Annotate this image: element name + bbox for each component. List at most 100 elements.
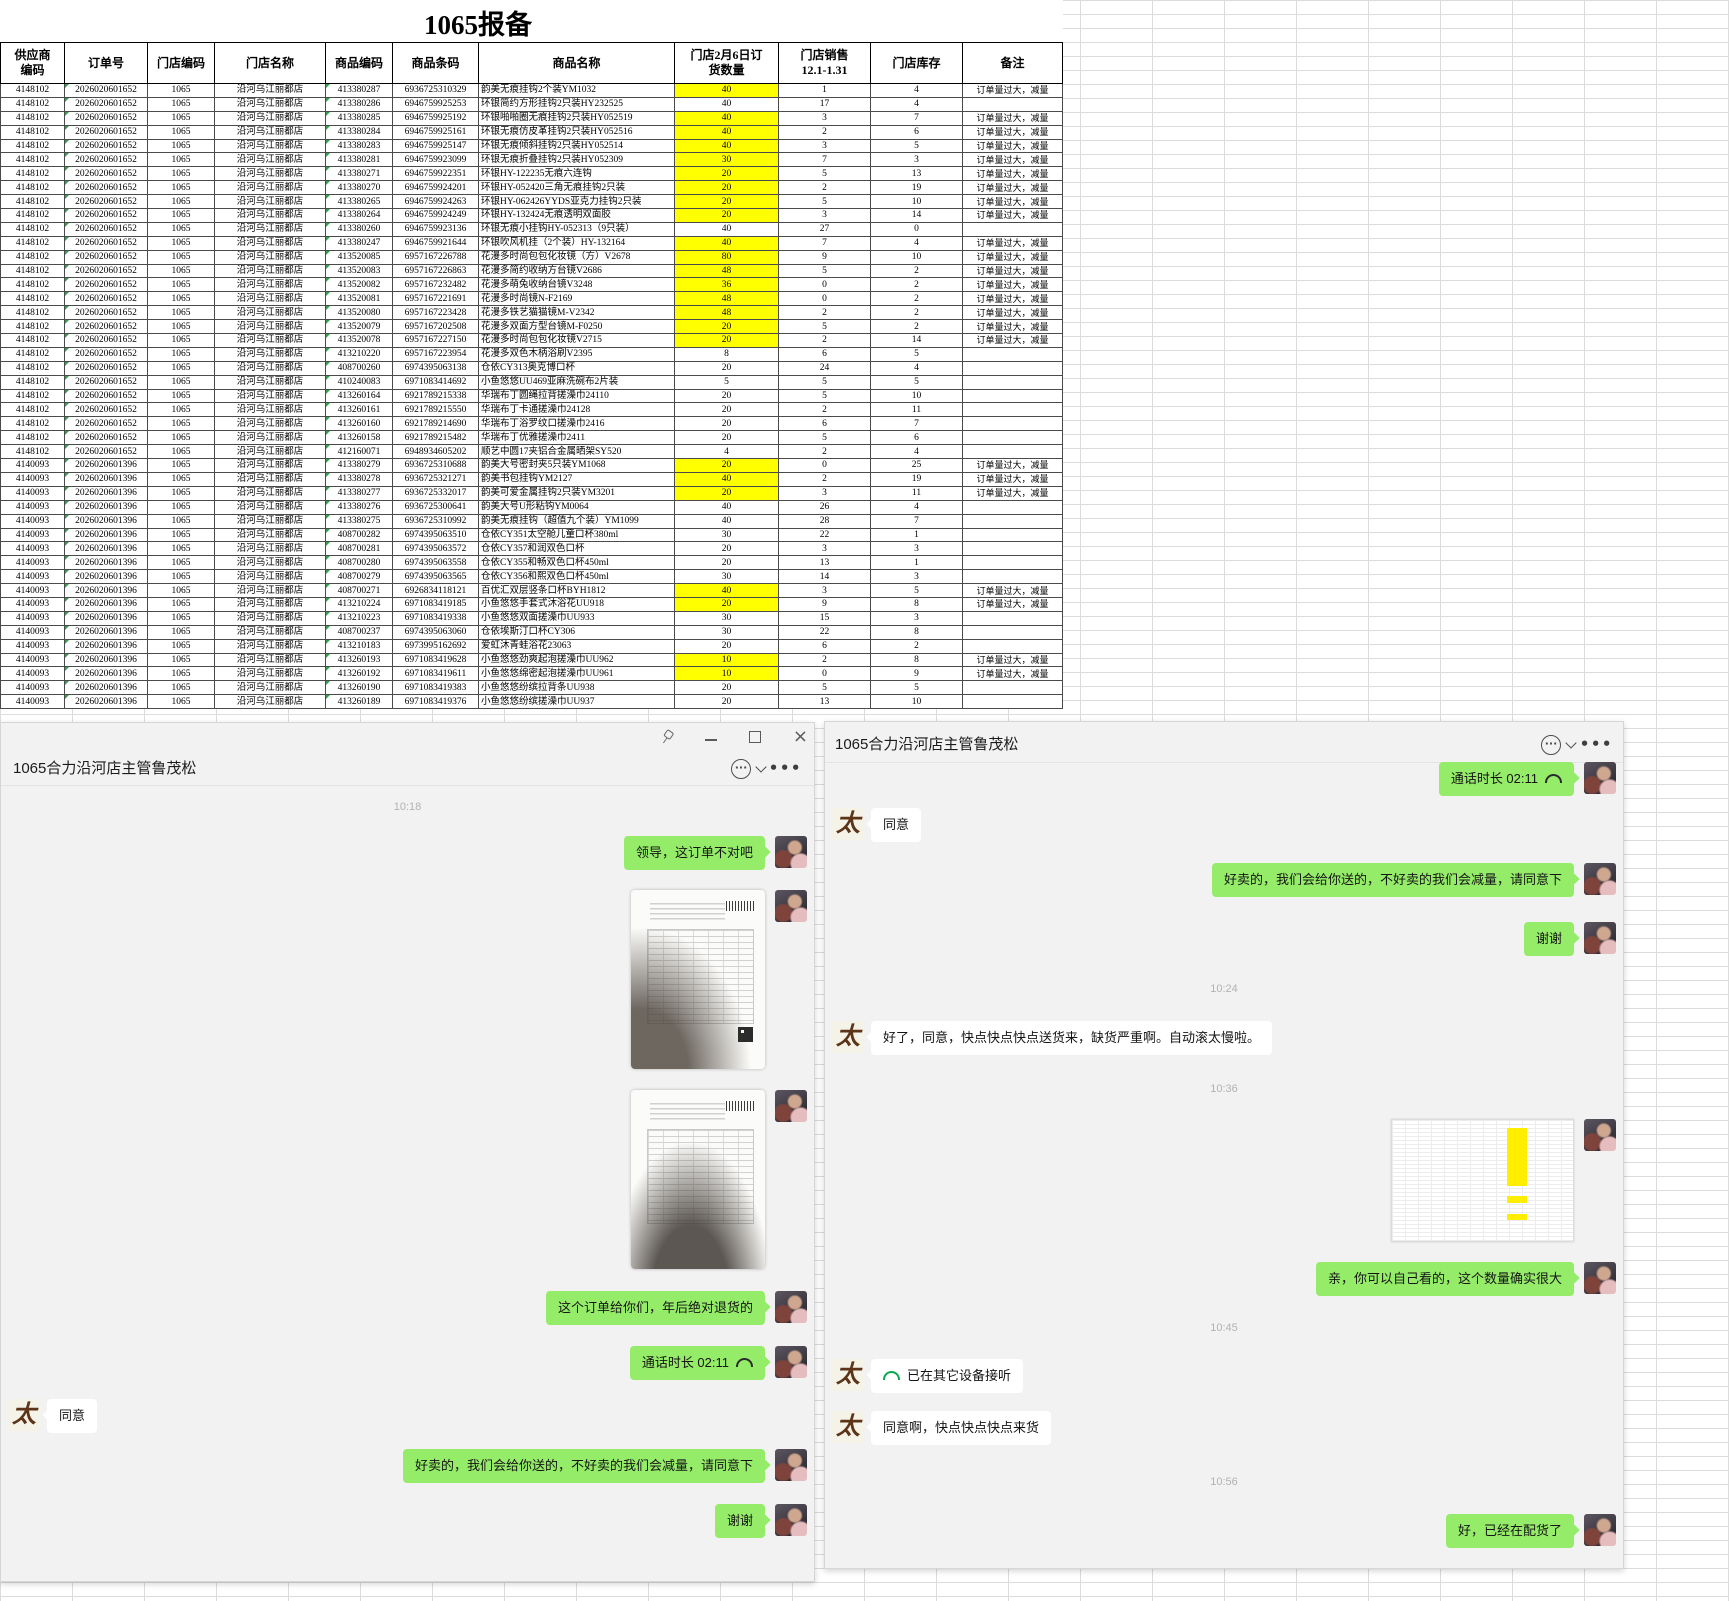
avatar-sender-photo[interactable] — [775, 1449, 807, 1481]
cell: 沿河乌江丽都店 — [214, 263, 326, 279]
more-ellipsis-icon[interactable]: ••• — [768, 759, 802, 777]
cell: 2026020601396 — [64, 513, 148, 529]
cell: 1 — [870, 527, 963, 543]
cell: 27 — [778, 221, 871, 237]
cell: 9 — [778, 249, 871, 265]
maximize-icon[interactable] — [748, 731, 761, 743]
minimize-icon[interactable] — [704, 739, 717, 741]
cell: 2 — [778, 444, 871, 460]
table-row: 4148102 2026020601652 1065 沿河乌江丽都店 410240083… — [0, 374, 1063, 390]
cell: 2026020601652 — [64, 305, 148, 321]
avatar-sender-photo[interactable] — [775, 1090, 807, 1122]
avatar-sender-photo[interactable] — [1584, 1262, 1616, 1294]
cell: 3 — [778, 485, 871, 501]
cell: 4148102 — [0, 430, 65, 446]
avatar-sender-photo[interactable] — [775, 1346, 807, 1378]
cell: 413380285 — [325, 110, 393, 126]
cell: 仓依埃斯汀口杯CY306 — [478, 624, 675, 640]
cell: 花漫多时尚镜N-F2169 — [478, 291, 675, 307]
shared-spreadsheet-image[interactable] — [1391, 1119, 1574, 1242]
order-table[interactable]: 供应商 编码 订单号 门店编码 门店名称 商品编码 商品条码 商品名称 门店2月6日订 货数量… — [0, 42, 1063, 710]
cell: 沿河乌江丽都店 — [214, 305, 326, 321]
more-ellipsis-icon[interactable]: ••• — [1579, 735, 1613, 753]
avatar-manager-calligraphy[interactable]: 太 — [832, 1359, 864, 1391]
avatar-sender-photo[interactable] — [1584, 762, 1616, 794]
avatar-sender-photo[interactable] — [775, 890, 807, 922]
close-icon[interactable]: × — [792, 726, 808, 747]
cell: 0 — [778, 277, 871, 293]
cell: 8 — [870, 596, 963, 612]
table-row: 4148102 2026020601652 1065 沿河乌江丽都店 413380286… — [0, 96, 1063, 112]
avatar-sender-photo[interactable] — [1584, 1514, 1616, 1546]
avatar-manager-calligraphy[interactable]: 太 — [8, 1399, 40, 1431]
cell: 2026020601396 — [64, 527, 148, 543]
chat-bubble-icon[interactable] — [731, 759, 751, 779]
cell: 413520082 — [325, 277, 393, 293]
cell: 1 — [778, 83, 871, 98]
cell: 沿河乌江丽都店 — [214, 569, 326, 585]
cell: 2026020601652 — [64, 194, 148, 210]
cell: 4140093 — [0, 485, 65, 501]
cell: 2 — [870, 319, 963, 335]
avatar-sender-photo[interactable] — [1584, 922, 1616, 954]
cell: 20 — [674, 430, 779, 446]
table-row: 4148102 2026020601652 1065 沿河乌江丽都店 413380247… — [0, 235, 1063, 251]
cell: 6946759923136 — [392, 221, 479, 237]
order-document-photo[interactable] — [631, 1090, 765, 1269]
table-row: 4140093 2026020601396 1065 沿河乌江丽都店 413260192… — [0, 666, 1063, 682]
cell: 7 — [870, 416, 963, 432]
avatar-sender-photo[interactable] — [775, 1504, 807, 1536]
cell: 4 — [870, 235, 963, 251]
cell: 4148102 — [0, 263, 65, 279]
cell: 订单量过大，减量 — [962, 110, 1063, 126]
cell: 20 — [674, 541, 779, 557]
chat-bubble-icon[interactable] — [1541, 735, 1561, 755]
cell: 4148102 — [0, 346, 65, 362]
cell: 4148102 — [0, 152, 65, 168]
cell — [962, 527, 1063, 543]
cell: 6971083419376 — [392, 694, 479, 710]
avatar-sender-photo[interactable] — [775, 1291, 807, 1323]
cell: 4148102 — [0, 333, 65, 348]
cell: 413260164 — [325, 388, 393, 404]
message-list: 通话时长 02:11 太同意 好卖的，我们会给你送的，不好卖的我们会减量，请同意下谢… — [825, 722, 1623, 1568]
cell: 2026020601652 — [64, 360, 148, 376]
avatar-manager-calligraphy[interactable]: 太 — [832, 1411, 864, 1443]
cell: 5 — [870, 680, 963, 696]
cell: 6974395063060 — [392, 624, 479, 640]
cell — [962, 694, 1063, 710]
cell: 24 — [778, 360, 871, 376]
cell: 40 — [674, 110, 779, 126]
table-row: 4148102 2026020601652 1065 沿河乌江丽都店 413380265… — [0, 194, 1063, 210]
cell: 订单量过大，减量 — [962, 194, 1063, 210]
cell: 2026020601652 — [64, 333, 148, 348]
cell: 1065 — [147, 110, 215, 126]
cell: 40 — [674, 235, 779, 251]
cell: 花漫多萌兔收纳台镜V3248 — [478, 277, 675, 293]
cell: 订单量过大，减量 — [962, 208, 1063, 223]
cell: 2026020601396 — [64, 596, 148, 612]
cell: 36 — [674, 277, 779, 293]
cell: 20 — [674, 638, 779, 654]
table-row: 4140093 2026020601396 1065 沿河乌江丽都店 408700271… — [0, 583, 1063, 598]
avatar-sender-photo[interactable] — [1584, 1119, 1616, 1151]
cell: 4148102 — [0, 180, 65, 196]
avatar-sender-photo[interactable] — [775, 836, 807, 868]
message-bubble: 谢谢 — [1523, 922, 1574, 956]
avatar-sender-photo[interactable] — [1584, 863, 1616, 895]
cell — [962, 680, 1063, 696]
cell: 6971083419628 — [392, 652, 479, 668]
cell: 413380275 — [325, 513, 393, 529]
table-row: 4148102 2026020601652 1065 沿河乌江丽都店 413520083… — [0, 263, 1063, 279]
cell: 沿河乌江丽都店 — [214, 96, 326, 112]
cell: 6971083419185 — [392, 596, 479, 612]
cell: 沿河乌江丽都店 — [214, 638, 326, 654]
cell: 30 — [674, 610, 779, 626]
cell: 1065 — [147, 319, 215, 335]
cell: 9 — [870, 666, 963, 682]
order-document-photo[interactable] — [631, 890, 765, 1069]
cell: 4 — [870, 360, 963, 376]
avatar-manager-calligraphy[interactable]: 太 — [832, 808, 864, 840]
cell: 6948934605202 — [392, 444, 479, 460]
avatar-manager-calligraphy[interactable]: 太 — [832, 1021, 864, 1053]
